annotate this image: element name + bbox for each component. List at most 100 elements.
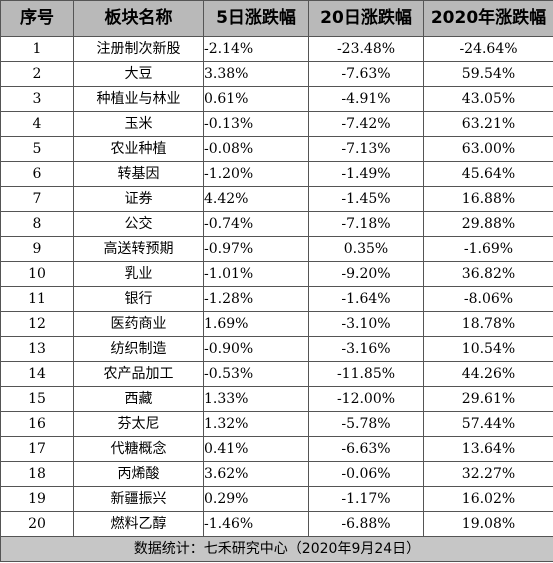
change-2020-cell: 29.88% <box>423 211 553 237</box>
table-row: 17 代糖概念 0.41% -6.63% 13.64% <box>0 436 553 462</box>
header-20day-change: 20日涨跌幅 <box>308 0 424 37</box>
change-5day-cell: -2.14% <box>203 36 309 62</box>
change-20day-cell: -1.49% <box>308 161 424 187</box>
table-row: 4 玉米 -0.13% -7.42% 63.21% <box>0 111 553 137</box>
change-20day-cell: -7.18% <box>308 211 424 237</box>
row-index-cell: 14 <box>0 361 74 387</box>
change-2020-cell: -8.06% <box>423 286 553 312</box>
change-5day-cell: -0.97% <box>203 236 309 262</box>
table-row: 7 证券 4.42% -1.45% 16.88% <box>0 186 553 212</box>
sector-name-cell: 高送转预期 <box>73 236 204 262</box>
table-row: 14 农产品加工 -0.53% -11.85% 44.26% <box>0 361 553 387</box>
change-20day-cell: -1.64% <box>308 286 424 312</box>
sector-name-cell: 丙烯酸 <box>73 461 204 487</box>
table-row: 11 银行 -1.28% -1.64% -8.06% <box>0 286 553 312</box>
change-5day-cell: 0.61% <box>203 86 309 112</box>
change-20day-cell: -0.06% <box>308 461 424 487</box>
change-20day-cell: -7.42% <box>308 111 424 137</box>
change-5day-cell: 1.32% <box>203 411 309 437</box>
change-5day-cell: 3.38% <box>203 61 309 87</box>
change-20day-cell: -3.16% <box>308 336 424 362</box>
row-index-cell: 6 <box>0 161 74 187</box>
change-20day-cell: -7.63% <box>308 61 424 87</box>
data-source-note: 数据统计：七禾研究中心（2020年9月24日） <box>0 536 553 562</box>
table-row: 10 乳业 -1.01% -9.20% 36.82% <box>0 261 553 287</box>
change-20day-cell: -1.45% <box>308 186 424 212</box>
change-2020-cell: 59.54% <box>423 61 553 87</box>
change-20day-cell: -7.13% <box>308 136 424 162</box>
change-20day-cell: -12.00% <box>308 386 424 412</box>
row-index-cell: 3 <box>0 86 74 112</box>
change-2020-cell: 19.08% <box>423 511 553 537</box>
table-row: 1 注册制次新股 -2.14% -23.48% -24.64% <box>0 36 553 62</box>
sector-name-cell: 纺织制造 <box>73 336 204 362</box>
change-2020-cell: 18.78% <box>423 311 553 337</box>
change-5day-cell: -0.13% <box>203 111 309 137</box>
change-5day-cell: -1.01% <box>203 261 309 287</box>
table-row: 6 转基因 -1.20% -1.49% 45.64% <box>0 161 553 187</box>
table-body: 1 注册制次新股 -2.14% -23.48% -24.64% 2 大豆 3.38% -7.63… <box>0 36 553 537</box>
sector-name-cell: 银行 <box>73 286 204 312</box>
change-20day-cell: 0.35% <box>308 236 424 262</box>
row-index-cell: 5 <box>0 136 74 162</box>
row-index-cell: 1 <box>0 36 74 62</box>
row-index-cell: 17 <box>0 436 74 462</box>
sector-name-cell: 种植业与林业 <box>73 86 204 112</box>
change-20day-cell: -3.10% <box>308 311 424 337</box>
sector-name-cell: 西藏 <box>73 386 204 412</box>
change-20day-cell: -11.85% <box>308 361 424 387</box>
sector-name-cell: 新疆振兴 <box>73 486 204 512</box>
table-row: 5 农业种植 -0.08% -7.13% 63.00% <box>0 136 553 162</box>
row-index-cell: 20 <box>0 511 74 537</box>
row-index-cell: 15 <box>0 386 74 412</box>
change-2020-cell: 36.82% <box>423 261 553 287</box>
change-5day-cell: 0.41% <box>203 436 309 462</box>
row-index-cell: 18 <box>0 461 74 487</box>
sector-name-cell: 玉米 <box>73 111 204 137</box>
header-5day-change: 5日涨跌幅 <box>203 0 309 37</box>
table-row: 15 西藏 1.33% -12.00% 29.61% <box>0 386 553 412</box>
change-5day-cell: 0.29% <box>203 486 309 512</box>
sector-name-cell: 注册制次新股 <box>73 36 204 62</box>
table-footer: 数据统计：七禾研究中心（2020年9月24日） <box>0 536 553 562</box>
table-row: 3 种植业与林业 0.61% -4.91% 43.05% <box>0 86 553 112</box>
change-5day-cell: -1.20% <box>203 161 309 187</box>
change-2020-cell: 57.44% <box>423 411 553 437</box>
footer-row: 数据统计：七禾研究中心（2020年9月24日） <box>0 536 553 562</box>
change-20day-cell: -1.17% <box>308 486 424 512</box>
row-index-cell: 9 <box>0 236 74 262</box>
table-header: 序号 板块名称 5日涨跌幅 20日涨跌幅 2020年涨跌幅 <box>0 0 553 37</box>
change-5day-cell: -0.08% <box>203 136 309 162</box>
sector-name-cell: 燃料乙醇 <box>73 511 204 537</box>
row-index-cell: 16 <box>0 411 74 437</box>
change-5day-cell: -1.46% <box>203 511 309 537</box>
change-2020-cell: 45.64% <box>423 161 553 187</box>
table-row: 18 丙烯酸 3.62% -0.06% 32.27% <box>0 461 553 487</box>
change-2020-cell: 63.21% <box>423 111 553 137</box>
sector-name-cell: 芬太尼 <box>73 411 204 437</box>
change-5day-cell: 1.69% <box>203 311 309 337</box>
change-2020-cell: 43.05% <box>423 86 553 112</box>
sector-name-cell: 代糖概念 <box>73 436 204 462</box>
sector-name-cell: 医药商业 <box>73 311 204 337</box>
row-index-cell: 11 <box>0 286 74 312</box>
table-row: 20 燃料乙醇 -1.46% -6.88% 19.08% <box>0 511 553 537</box>
change-2020-cell: 16.02% <box>423 486 553 512</box>
row-index-cell: 2 <box>0 61 74 87</box>
header-index: 序号 <box>0 0 74 37</box>
change-2020-cell: 63.00% <box>423 136 553 162</box>
change-20day-cell: -23.48% <box>308 36 424 62</box>
change-5day-cell: 4.42% <box>203 186 309 212</box>
row-index-cell: 10 <box>0 261 74 287</box>
change-5day-cell: 1.33% <box>203 386 309 412</box>
change-2020-cell: 16.88% <box>423 186 553 212</box>
change-5day-cell: -1.28% <box>203 286 309 312</box>
change-20day-cell: -6.88% <box>308 511 424 537</box>
table-row: 19 新疆振兴 0.29% -1.17% 16.02% <box>0 486 553 512</box>
change-5day-cell: 3.62% <box>203 461 309 487</box>
table-row: 2 大豆 3.38% -7.63% 59.54% <box>0 61 553 87</box>
change-20day-cell: -6.63% <box>308 436 424 462</box>
change-20day-cell: -4.91% <box>308 86 424 112</box>
sector-name-cell: 农产品加工 <box>73 361 204 387</box>
